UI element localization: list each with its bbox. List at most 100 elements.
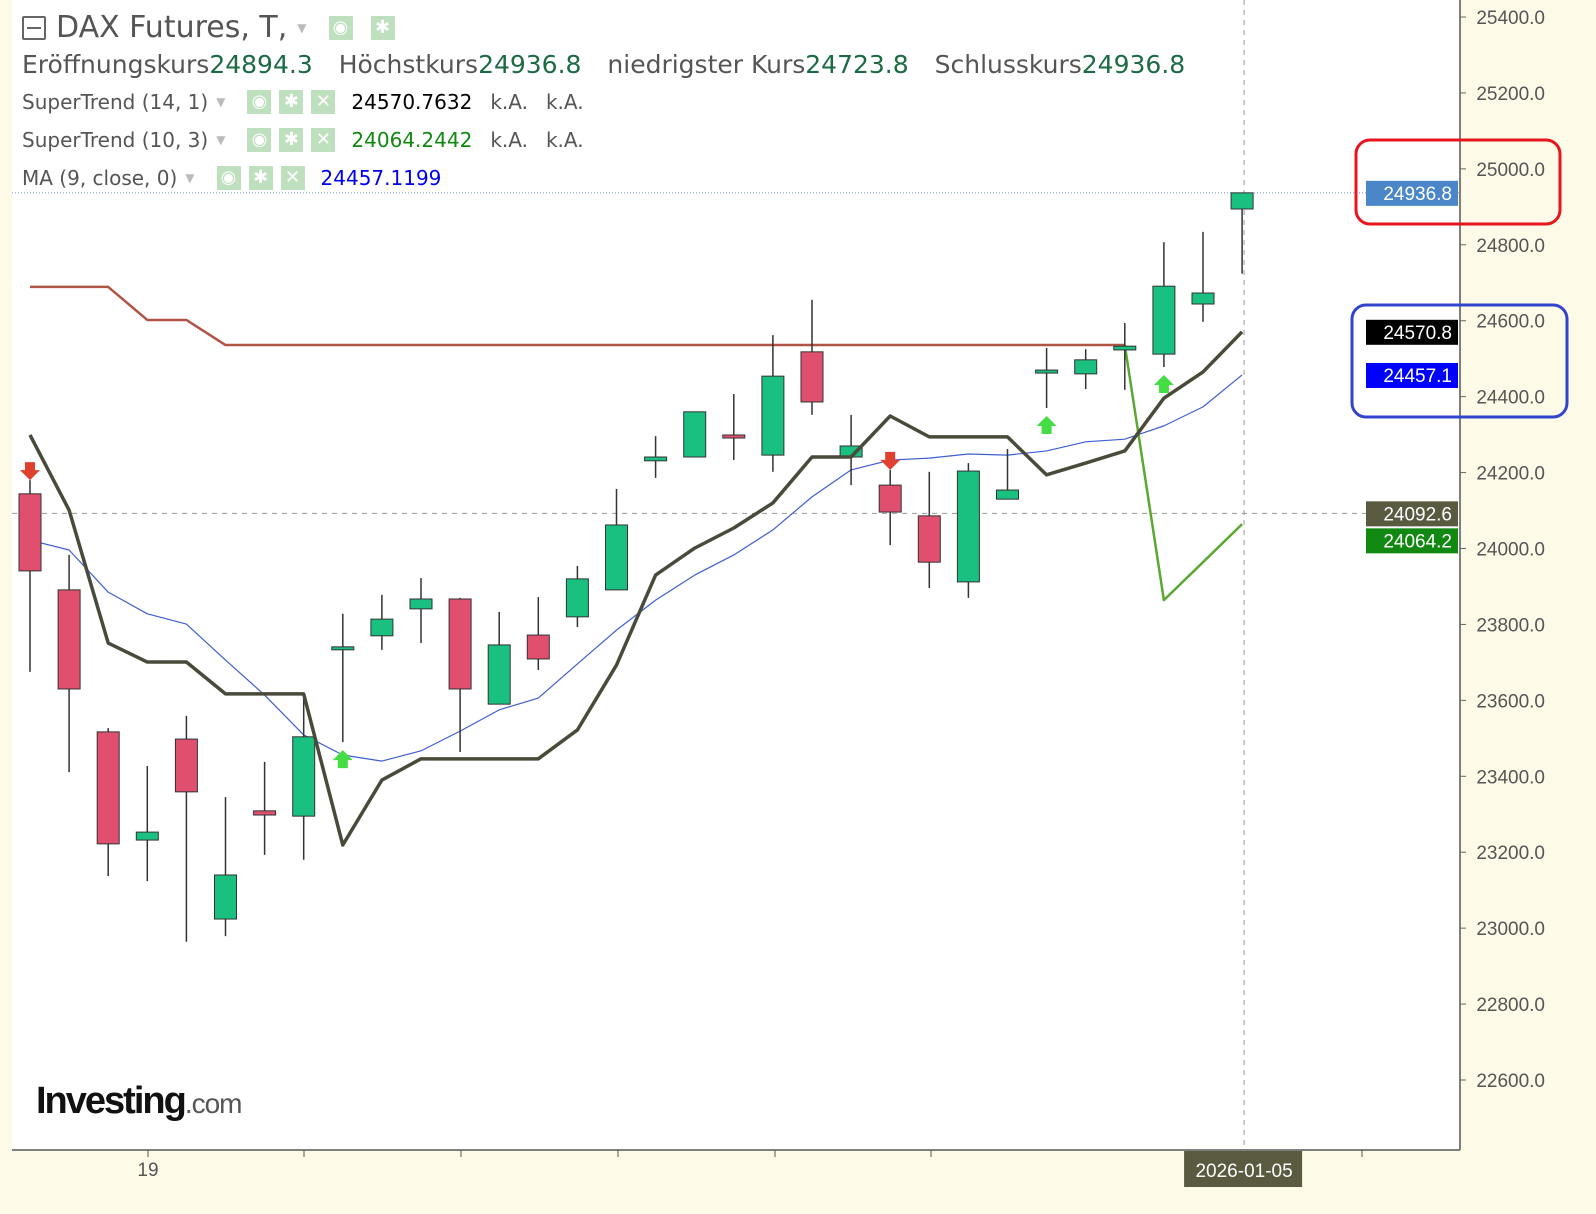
candle-body xyxy=(1074,359,1098,375)
candle xyxy=(1113,322,1137,390)
candle-body xyxy=(214,874,237,920)
candle xyxy=(370,594,394,650)
candle xyxy=(448,597,472,752)
candle xyxy=(526,597,550,670)
high-label: Höchstkurs xyxy=(338,50,479,79)
indicator-extra: k.A. xyxy=(545,128,584,152)
close-value: 24936.8 xyxy=(1081,50,1186,79)
y-tick-label: 23400.0 xyxy=(1476,767,1545,788)
close-icon[interactable]: ✕ xyxy=(280,166,305,190)
gear-icon[interactable]: ✱ xyxy=(248,166,273,190)
instrument-title: DAX Futures, T, xyxy=(56,10,288,45)
y-tick-label: 25000.0 xyxy=(1476,160,1545,181)
indicator-name: MA (9, close, 0) xyxy=(22,166,178,190)
indicator-supertrend-14-1: SuperTrend (14, 1) ▼ ◉ ✱ ✕ 24570.7632 k.A. k… xyxy=(22,90,584,114)
chart-title: DAX Futures, T, ▼ ◉ ✱ xyxy=(22,10,403,45)
price-label: 24936.8 xyxy=(1383,184,1452,205)
candle xyxy=(487,611,511,705)
chevron-down-icon[interactable]: ▼ xyxy=(297,20,307,35)
buy-arrow-icon xyxy=(1153,375,1174,394)
price-label-bg xyxy=(1366,180,1458,206)
open-value: 24894.3 xyxy=(209,50,313,79)
close-icon[interactable]: ✕ xyxy=(311,128,336,152)
indicator-value: 24457.1199 xyxy=(320,166,442,190)
candle-body xyxy=(135,831,159,841)
indicator-supertrend-10-3: SuperTrend (10, 3) ▼ ◉ ✱ ✕ 24064.2442 k.A. k… xyxy=(22,128,584,152)
candle-body xyxy=(1113,345,1137,351)
candle-body xyxy=(683,411,707,458)
candle xyxy=(57,554,81,773)
candle-body xyxy=(370,618,394,637)
candle-body xyxy=(57,589,81,690)
y-tick-label: 23200.0 xyxy=(1476,843,1545,864)
candle-body xyxy=(292,736,316,817)
candle-body xyxy=(487,644,511,705)
chevron-down-icon[interactable]: ▼ xyxy=(185,171,195,185)
collapse-icon[interactable] xyxy=(22,15,46,40)
candle-body xyxy=(605,524,628,591)
candle xyxy=(878,469,902,546)
candle xyxy=(292,693,316,860)
supertrend-10-3-down-line xyxy=(30,285,1125,347)
date-label-bg xyxy=(1184,1151,1303,1187)
close-icon[interactable]: ✕ xyxy=(311,90,336,114)
candle-body xyxy=(331,646,355,651)
candle xyxy=(956,463,980,598)
close-label: Schlusskurs xyxy=(934,50,1082,79)
candle xyxy=(331,613,355,743)
y-tick-label: 25400.0 xyxy=(1476,8,1545,29)
gear-icon[interactable]: ✱ xyxy=(370,15,395,40)
gear-icon[interactable]: ✱ xyxy=(279,90,304,114)
low-label: niedrigster Kurs xyxy=(607,50,806,79)
y-tick-label: 23600.0 xyxy=(1476,691,1545,712)
candle xyxy=(565,565,589,628)
supertrend-14-1-line xyxy=(28,330,1244,847)
annotation-blue-box xyxy=(1350,303,1569,419)
buy-arrow-icon xyxy=(332,750,353,769)
candle-body xyxy=(18,493,42,572)
candle xyxy=(1152,242,1176,368)
gear-icon[interactable]: ✱ xyxy=(279,128,304,152)
candle-body xyxy=(448,598,472,690)
candle xyxy=(135,766,159,882)
chevron-down-icon[interactable]: ▼ xyxy=(216,133,226,147)
eye-icon[interactable]: ◉ xyxy=(216,166,241,190)
indicator-value: 24064.2442 xyxy=(351,128,473,152)
price-label: 24457.1 xyxy=(1383,366,1452,387)
candle-body xyxy=(1152,285,1176,355)
buy-arrow-icon xyxy=(1036,416,1057,435)
candle-body xyxy=(96,731,120,845)
candle xyxy=(800,299,824,415)
investing-logo: Investing.com xyxy=(36,1080,242,1122)
candle xyxy=(1035,348,1059,409)
candle xyxy=(174,715,198,942)
eye-icon[interactable]: ◉ xyxy=(328,15,353,40)
candle xyxy=(605,488,628,591)
indicator-name: SuperTrend (14, 1) xyxy=(22,90,209,114)
price-label-bg xyxy=(1366,501,1458,527)
annotation-red-box xyxy=(1354,138,1562,226)
eye-icon[interactable]: ◉ xyxy=(247,128,272,152)
price-label: 24064.2 xyxy=(1383,531,1452,552)
chart-plot-area[interactable] xyxy=(12,0,1460,1150)
eye-icon[interactable]: ◉ xyxy=(247,90,272,114)
ma-9-line xyxy=(29,374,1243,762)
candle-body xyxy=(1230,192,1254,210)
candle-body xyxy=(996,489,1019,500)
candle-body xyxy=(409,598,433,610)
price-label-bg xyxy=(1366,528,1458,554)
y-tick-label: 22800.0 xyxy=(1476,995,1545,1016)
candle xyxy=(1191,231,1215,322)
candle xyxy=(644,436,668,478)
y-tick-label: 23000.0 xyxy=(1476,919,1545,940)
candle-body xyxy=(644,456,668,462)
y-tick-label: 25200.0 xyxy=(1476,84,1545,105)
ohlc-legend: Eröffnungskurs24894.3 Höchstkurs24936.8 … xyxy=(22,50,1203,79)
supertrend-10-3-up-line xyxy=(1123,344,1243,602)
chevron-down-icon[interactable]: ▼ xyxy=(216,95,226,109)
candle-body xyxy=(253,810,277,816)
candle-body xyxy=(761,375,785,456)
y-tick-label: 23800.0 xyxy=(1476,615,1545,636)
sell-arrow-icon xyxy=(880,451,901,470)
